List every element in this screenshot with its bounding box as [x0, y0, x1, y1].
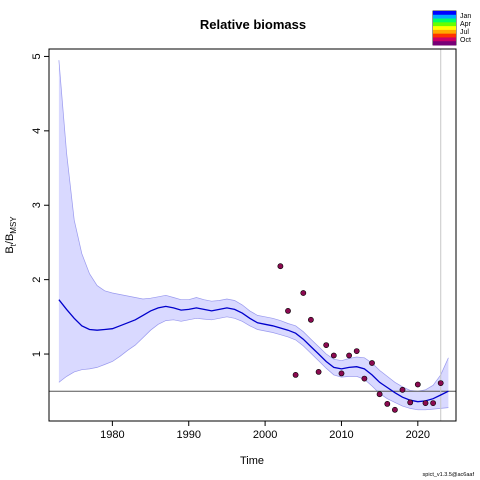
y-axis-label-sub1: t — [9, 243, 18, 246]
y-axis: 1 2 3 4 5 — [31, 53, 49, 357]
observation-point — [422, 400, 429, 406]
y-tick-label: 2 — [31, 277, 43, 283]
legend-color-band — [433, 29, 456, 35]
x-axis: 1980 1990 2000 2010 2020 — [100, 421, 430, 441]
legend-color-band — [433, 11, 456, 16]
legend-label-jul: Jul — [460, 29, 469, 36]
legend-label-jan: Jan — [460, 13, 471, 20]
observation-point — [315, 368, 322, 375]
legend-color-band — [433, 14, 456, 19]
observation-point — [346, 352, 352, 359]
legend-color-band — [433, 37, 456, 42]
legend-gradient — [433, 11, 456, 46]
y-axis-label-sub2: MSY — [9, 216, 18, 234]
month-legend: Jan Apr Jul Oct — [432, 10, 472, 46]
plot-frame — [48, 48, 457, 422]
observation-point — [361, 375, 368, 382]
observation-point — [338, 370, 345, 377]
x-tick-label: 1990 — [176, 429, 200, 441]
observation-point — [391, 406, 398, 413]
legend-label-oct: Oct — [460, 37, 471, 44]
legend-label-apr: Apr — [460, 21, 472, 28]
observation-point — [323, 342, 330, 348]
chart-title: Relative biomass — [200, 17, 306, 32]
observation-point — [307, 316, 314, 323]
observation-point — [292, 371, 299, 378]
observation-point — [369, 360, 375, 366]
legend-color-band — [433, 18, 456, 23]
observation-point — [376, 391, 383, 398]
observation-point — [414, 381, 421, 388]
observation-point — [300, 290, 307, 296]
confidence-band-lower-edge — [58, 316, 449, 411]
plot-area — [49, 49, 456, 421]
y-axis-label-sep: /B — [4, 234, 16, 244]
observation-point — [330, 352, 337, 359]
legend-color-band — [433, 22, 456, 27]
median-biomass-line — [58, 299, 449, 403]
y-tick-label: 5 — [31, 53, 43, 59]
x-tick-label: 2000 — [253, 429, 277, 441]
x-tick-label: 2020 — [406, 429, 430, 441]
footer-version-text: spict_v1.3.5@ac6aaf — [423, 472, 475, 478]
observation-point — [399, 386, 406, 393]
y-tick-label: 1 — [31, 351, 43, 357]
legend-color-band — [433, 33, 456, 38]
observation-point — [353, 348, 360, 354]
legend-color-band — [433, 41, 456, 46]
x-axis-label: Time — [240, 455, 264, 467]
y-axis-label-main: B — [4, 246, 16, 253]
y-tick-label: 3 — [31, 202, 43, 208]
observation-point — [384, 400, 391, 407]
x-tick-label: 1980 — [100, 429, 124, 441]
x-tick-label: 2010 — [329, 429, 353, 441]
observation-point — [437, 380, 444, 386]
observation-point — [277, 263, 284, 270]
observation-point — [285, 307, 291, 314]
confidence-band-upper-edge — [58, 60, 449, 392]
y-tick-label: 4 — [31, 128, 43, 134]
confidence-band — [58, 60, 449, 410]
legend-color-band — [433, 26, 456, 31]
observation-point — [430, 400, 436, 406]
y-axis-label: Bt/BMSY — [4, 216, 18, 254]
observation-point — [407, 399, 414, 406]
